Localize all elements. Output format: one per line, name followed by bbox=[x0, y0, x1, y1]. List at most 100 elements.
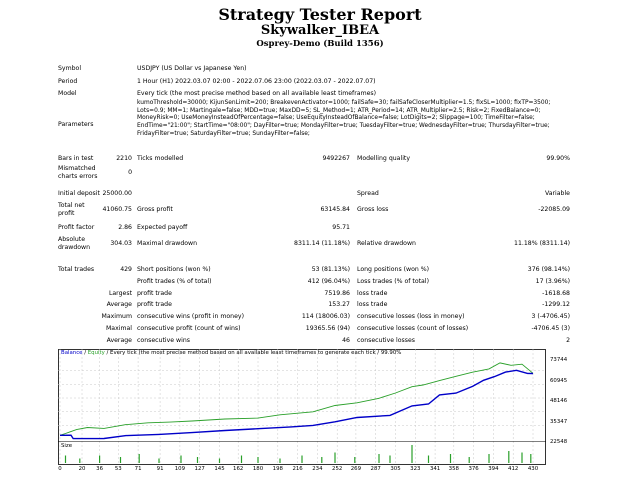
x-tick-label: 198 bbox=[272, 466, 283, 472]
largest-label: Largest bbox=[108, 290, 132, 297]
abs-dd-label-2: drawdown bbox=[58, 244, 91, 251]
volume-bar bbox=[411, 445, 413, 463]
y-tick-label: 48146 bbox=[550, 398, 568, 404]
average-label: Average bbox=[106, 301, 132, 308]
trades-label: Total trades bbox=[58, 266, 95, 273]
loss-trades-value: 17 (3.96%) bbox=[535, 278, 570, 285]
avg-profit-label: profit trade bbox=[137, 301, 172, 308]
avg-loss-value: -1299.12 bbox=[542, 301, 570, 308]
volume-bar bbox=[138, 454, 140, 463]
profit-factor-value: 2.86 bbox=[118, 224, 132, 231]
y-tick-label: 35347 bbox=[550, 419, 568, 425]
long-label: Long positions (won %) bbox=[357, 266, 430, 273]
y-tick-label: 73744 bbox=[550, 357, 568, 363]
net-label-2: profit bbox=[58, 210, 75, 217]
short-value: 53 (81.13%) bbox=[311, 266, 350, 273]
series-equity bbox=[59, 362, 534, 436]
legend-equity: Equity bbox=[87, 350, 105, 356]
x-tick-label: 234 bbox=[312, 466, 323, 472]
x-tick-label: 71 bbox=[134, 466, 142, 472]
balance-equity-chart bbox=[58, 349, 546, 465]
x-tick-label: 91 bbox=[156, 466, 164, 472]
x-tick-label: 430 bbox=[527, 466, 539, 472]
maximal-consec-profit-label: consecutive profit (count of wins) bbox=[137, 325, 241, 332]
volume-bar bbox=[354, 457, 356, 463]
chart-legend: Balance / Equity / Every tick (the most … bbox=[61, 350, 401, 357]
loss-trades-label: Loss trades (% of total) bbox=[357, 278, 429, 285]
gross-profit-label: Gross profit bbox=[137, 206, 173, 213]
mismatch-label-1: Mismatched bbox=[58, 165, 96, 172]
spread-value: Variable bbox=[544, 190, 570, 197]
long-value: 376 (98.14%) bbox=[527, 266, 570, 273]
volume-bar bbox=[378, 454, 380, 463]
rel-dd-label: Relative drawdown bbox=[357, 240, 416, 247]
server-build: Osprey-Demo (Build 1356) bbox=[256, 39, 384, 49]
maximal-consec-losses-label: consecutive losses (count of losses) bbox=[357, 325, 469, 332]
max-consec-losses-value: 3 (-4706.45) bbox=[531, 313, 570, 320]
volume-bar bbox=[468, 457, 470, 463]
x-tick-label: 341 bbox=[429, 466, 441, 472]
volume-bars bbox=[64, 445, 532, 463]
volume-bar bbox=[521, 452, 523, 463]
profit-factor-label: Profit factor bbox=[58, 224, 95, 231]
gross-profit-value: 63145.84 bbox=[320, 206, 350, 213]
avg-consec-losses-label: consecutive losses bbox=[357, 337, 416, 344]
volume-bar bbox=[449, 454, 452, 463]
legend-balance: Balance bbox=[61, 350, 83, 356]
x-tick-label: 109 bbox=[174, 466, 186, 472]
avg-loss-label: loss trade bbox=[357, 301, 388, 308]
trades-value: 429 bbox=[120, 266, 132, 273]
x-tick-label: 394 bbox=[488, 466, 499, 472]
x-tick-label: 358 bbox=[448, 466, 459, 472]
x-tick-label: 376 bbox=[468, 466, 479, 472]
x-tick-label: 127 bbox=[194, 466, 205, 472]
volume-bar bbox=[99, 455, 101, 463]
ea-name: Skywalker_IBEA bbox=[260, 23, 380, 38]
volume-bar bbox=[218, 458, 221, 463]
gross-loss-label: Gross loss bbox=[357, 206, 389, 213]
x-tick-label: 323 bbox=[410, 466, 421, 472]
max-dd-value: 8311.14 (11.18%) bbox=[294, 240, 350, 247]
model-label: Model bbox=[58, 90, 77, 97]
x-tick-label: 252 bbox=[332, 466, 343, 472]
legend-desc: / Every tick (the most precise method ba… bbox=[104, 350, 402, 356]
abs-dd-value: 304.03 bbox=[110, 240, 132, 247]
max-consec-wins-value: 114 (18006.03) bbox=[301, 313, 350, 320]
legend-sep: / bbox=[82, 350, 88, 356]
max-consec-wins-label: consecutive wins (profit in money) bbox=[137, 313, 244, 320]
x-tick-label: 412 bbox=[508, 466, 519, 472]
maximum-label: Maximum bbox=[101, 313, 133, 320]
net-label-1: Total net bbox=[58, 202, 85, 209]
rel-dd-value: 11.18% (8311.14) bbox=[514, 240, 570, 247]
x-tick-label: 0 bbox=[58, 466, 62, 472]
volume-bar bbox=[240, 455, 243, 463]
x-tick-label: 180 bbox=[252, 466, 264, 472]
x-tick-label: 216 bbox=[292, 466, 303, 472]
volume-bar bbox=[180, 455, 182, 463]
quality-label: Modelling quality bbox=[357, 155, 410, 162]
ticks-label: Ticks modelled bbox=[137, 155, 184, 162]
mismatch-label-2: charts errors bbox=[58, 173, 98, 180]
x-tick-label: 162 bbox=[233, 466, 244, 472]
period-value: 1 Hour (H1) 2022.03.07 02:00 - 2022.07.0… bbox=[137, 78, 376, 85]
parameters-label: Parameters bbox=[58, 121, 94, 128]
volume-bar bbox=[64, 455, 67, 463]
deposit-label: Initial deposit bbox=[58, 190, 100, 197]
volume-bar bbox=[301, 455, 303, 463]
bars-label: Bars in test bbox=[58, 155, 94, 162]
volume-bar bbox=[389, 455, 391, 463]
volume-bar bbox=[257, 457, 259, 463]
bars-value: 2210 bbox=[116, 155, 132, 162]
net-value: 41060.75 bbox=[102, 206, 132, 213]
x-tick-label: 20 bbox=[78, 466, 86, 472]
series-balance bbox=[59, 369, 534, 440]
chart-frame bbox=[58, 349, 546, 465]
profit-trades-label: Profit trades (% of total) bbox=[137, 278, 212, 285]
maximal-consec-profit-value: 19365.56 (94) bbox=[305, 325, 350, 332]
volume-bar bbox=[508, 451, 510, 463]
volume-bar bbox=[196, 457, 199, 463]
short-label: Short positions (won %) bbox=[137, 266, 211, 273]
symbol-value: USDJPY (US Dollar vs Japanese Yen) bbox=[137, 65, 247, 72]
profit-trades-value: 412 (96.04%) bbox=[307, 278, 350, 285]
x-tick-label: 36 bbox=[96, 466, 104, 472]
